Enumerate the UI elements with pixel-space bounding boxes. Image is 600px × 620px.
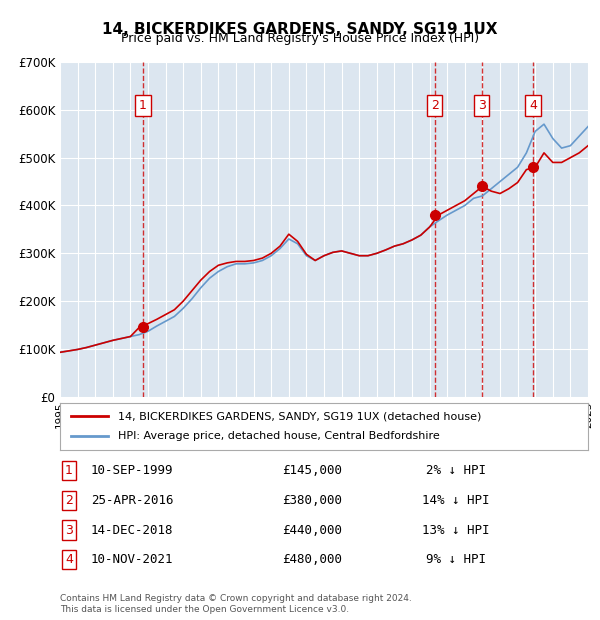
- Text: 1: 1: [139, 99, 147, 112]
- Text: 25-APR-2016: 25-APR-2016: [91, 494, 173, 507]
- Text: 2: 2: [431, 99, 439, 112]
- Text: 10-NOV-2021: 10-NOV-2021: [91, 554, 173, 566]
- Text: 2: 2: [65, 494, 73, 507]
- Text: 4: 4: [65, 554, 73, 566]
- Text: £380,000: £380,000: [282, 494, 342, 507]
- Text: 14, BICKERDIKES GARDENS, SANDY, SG19 1UX (detached house): 14, BICKERDIKES GARDENS, SANDY, SG19 1UX…: [118, 411, 481, 421]
- Text: HPI: Average price, detached house, Central Bedfordshire: HPI: Average price, detached house, Cent…: [118, 432, 440, 441]
- Text: 3: 3: [65, 524, 73, 536]
- Text: £440,000: £440,000: [282, 524, 342, 536]
- Text: £145,000: £145,000: [282, 464, 342, 477]
- Text: 14-DEC-2018: 14-DEC-2018: [91, 524, 173, 536]
- Text: £480,000: £480,000: [282, 554, 342, 566]
- Text: 3: 3: [478, 99, 485, 112]
- Text: 14, BICKERDIKES GARDENS, SANDY, SG19 1UX: 14, BICKERDIKES GARDENS, SANDY, SG19 1UX: [102, 22, 498, 37]
- Text: Price paid vs. HM Land Registry's House Price Index (HPI): Price paid vs. HM Land Registry's House …: [121, 32, 479, 45]
- Text: 2% ↓ HPI: 2% ↓ HPI: [426, 464, 486, 477]
- Text: 9% ↓ HPI: 9% ↓ HPI: [426, 554, 486, 566]
- Text: 13% ↓ HPI: 13% ↓ HPI: [422, 524, 490, 536]
- Text: 1: 1: [65, 464, 73, 477]
- Text: 10-SEP-1999: 10-SEP-1999: [91, 464, 173, 477]
- Text: Contains HM Land Registry data © Crown copyright and database right 2024.
This d: Contains HM Land Registry data © Crown c…: [60, 595, 412, 614]
- Text: 4: 4: [529, 99, 537, 112]
- Text: 14% ↓ HPI: 14% ↓ HPI: [422, 494, 490, 507]
